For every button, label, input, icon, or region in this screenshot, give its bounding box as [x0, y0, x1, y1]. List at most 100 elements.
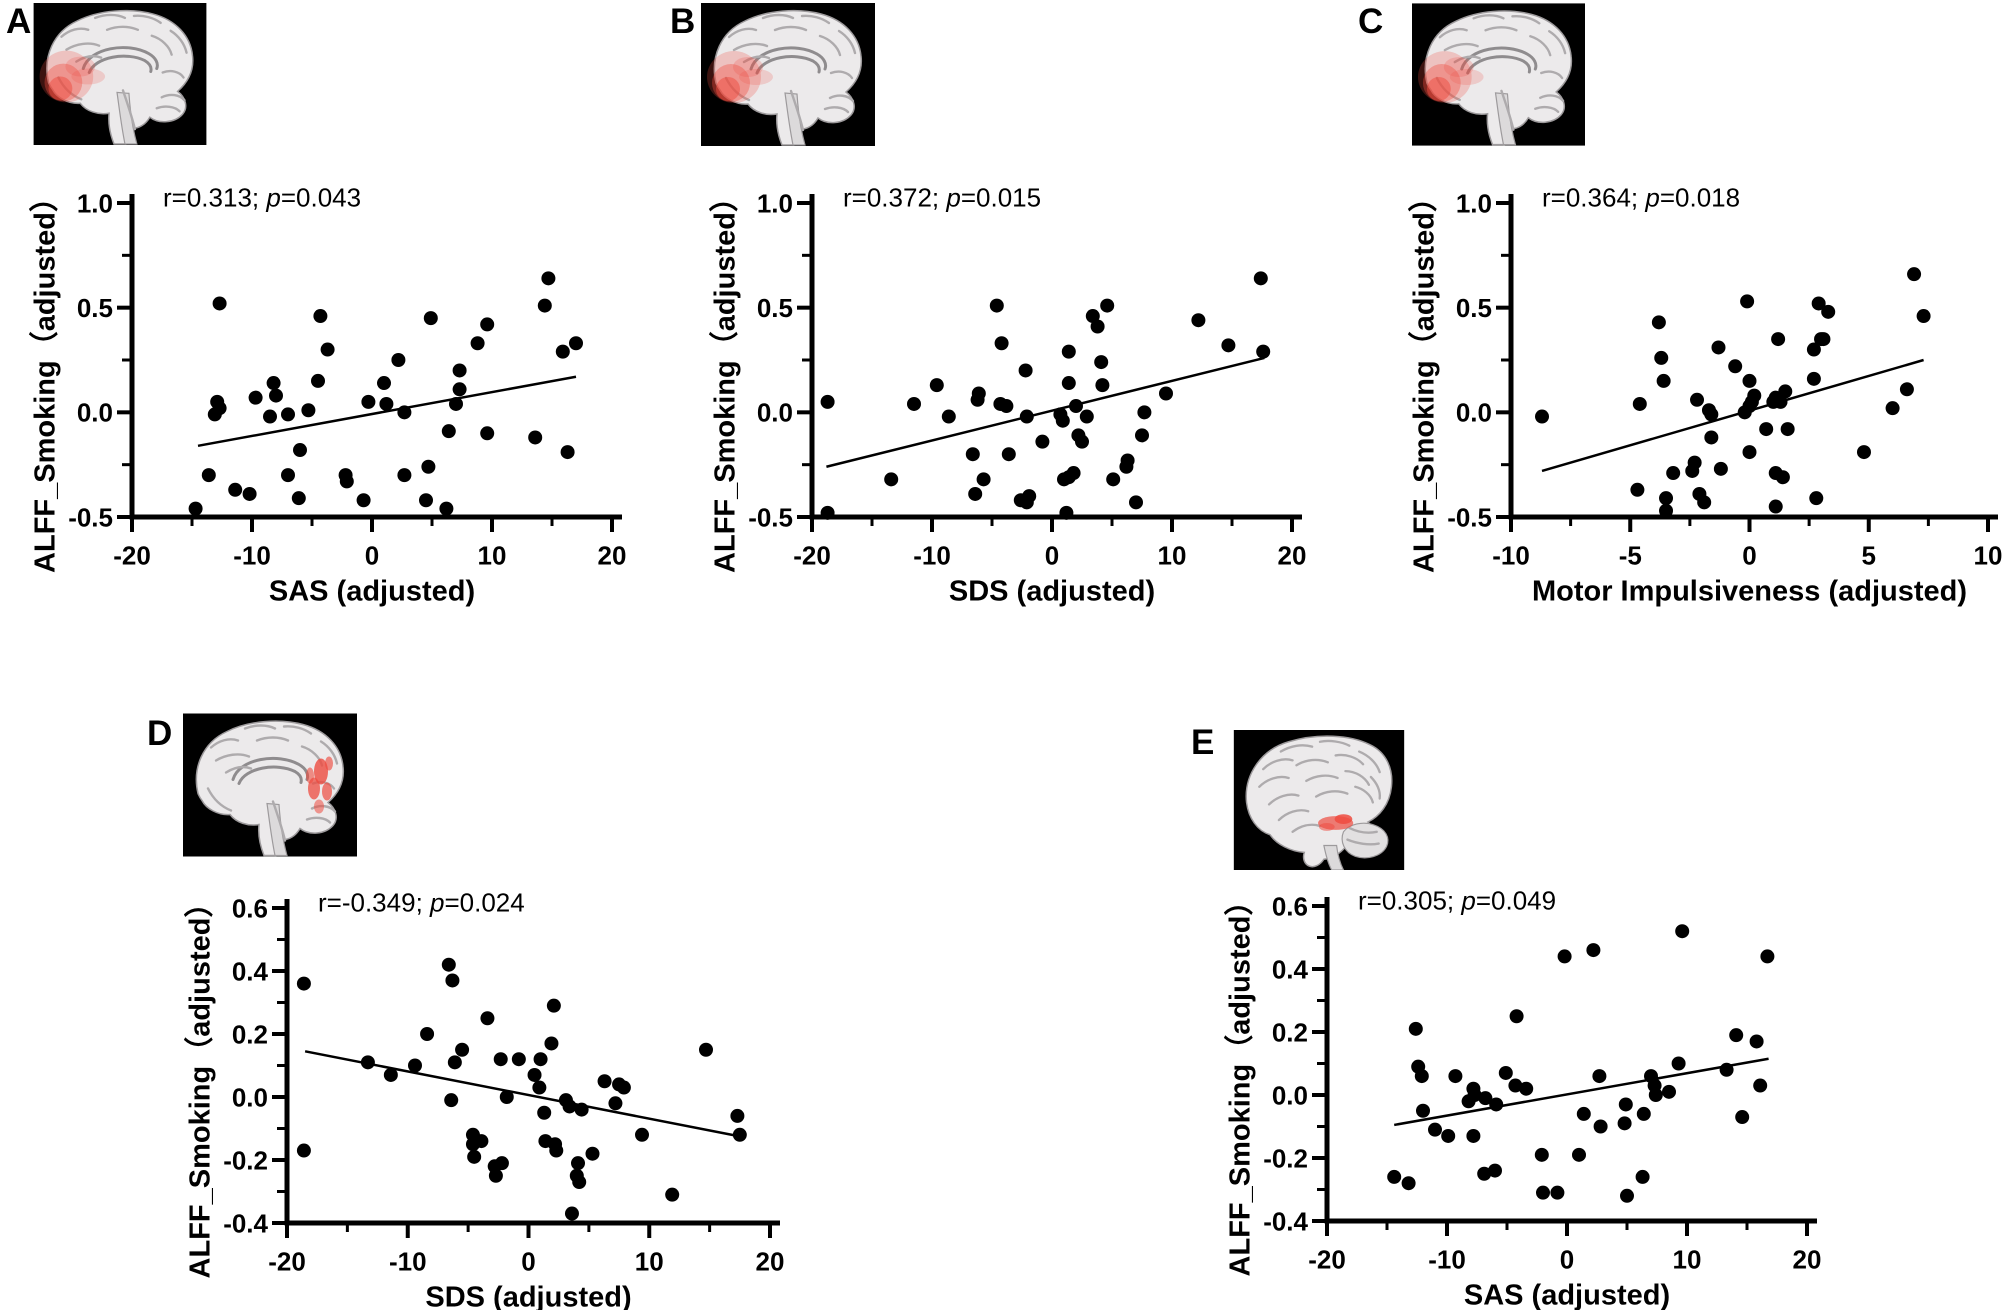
data-point	[480, 1011, 495, 1026]
x-tick-label: 0	[1560, 1244, 1574, 1274]
y-tick-label: -0.2	[223, 1145, 268, 1175]
data-point	[296, 1143, 311, 1158]
data-point	[608, 1096, 623, 1111]
scatter-chart-a: -20 -10 0 10 20 1.0 0.5 0.0 -0.5 SAS (adjusted) AL…	[28, 182, 626, 607]
activation-highlight	[314, 758, 328, 785]
panel-label-c: C	[1358, 2, 1384, 41]
panel-label-d: D	[147, 714, 173, 753]
x-tick-label: 10	[1158, 540, 1187, 570]
data-point	[1632, 396, 1647, 411]
data-point	[1018, 363, 1033, 378]
activation-highlight	[739, 69, 773, 85]
x-tick-label: -20	[113, 540, 151, 570]
data-point	[1106, 472, 1121, 487]
data-point	[1617, 1116, 1632, 1131]
data-point	[1675, 924, 1690, 939]
x-axis-title: SAS (adjusted)	[1464, 1279, 1670, 1310]
data-point	[1753, 1078, 1768, 1093]
data-point	[281, 407, 295, 422]
data-point	[1759, 422, 1774, 437]
y-axis-title: ALFF_Smoking（adjusted）	[1407, 183, 1440, 573]
activation-highlight	[1426, 76, 1451, 101]
x-tick-label: 0	[1045, 540, 1059, 570]
data-point	[1806, 342, 1821, 357]
correlation-stats: r=0.305; p=0.049	[1358, 885, 1556, 915]
data-point	[311, 373, 325, 388]
correlation-stats: r=-0.349; p=0.024	[318, 887, 525, 917]
data-point	[377, 376, 391, 391]
correlation-stats: r=0.372; p=0.015	[843, 182, 1041, 212]
data-point	[1508, 1078, 1523, 1093]
data-point	[1059, 505, 1074, 520]
data-point	[1648, 1088, 1663, 1102]
data-point	[1509, 1009, 1524, 1024]
data-point	[449, 396, 463, 411]
data-point	[511, 1052, 526, 1067]
y-tick-label: 0.0	[232, 1082, 268, 1112]
data-point	[423, 311, 438, 326]
data-point	[528, 430, 543, 445]
data-point	[732, 1127, 747, 1142]
data-point	[1704, 407, 1719, 422]
data-point	[1035, 434, 1050, 449]
x-tick-label: 0	[1742, 540, 1756, 570]
data-point	[397, 468, 412, 483]
data-point	[1697, 495, 1712, 510]
data-point	[1534, 1147, 1549, 1162]
data-point	[493, 1052, 508, 1067]
data-point	[441, 424, 456, 439]
panel-label-b: B	[670, 2, 696, 41]
data-point	[1690, 392, 1705, 407]
data-point	[1095, 378, 1110, 393]
data-point	[1593, 1119, 1608, 1134]
data-point	[1253, 271, 1268, 286]
data-point	[537, 1105, 552, 1120]
data-point	[296, 976, 311, 991]
activation-highlight	[65, 56, 96, 77]
data-point	[455, 1042, 470, 1057]
data-point	[1572, 1147, 1586, 1162]
data-point	[444, 1093, 459, 1108]
data-point	[1778, 384, 1793, 399]
data-point	[562, 1099, 577, 1114]
x-tick-label: 10	[1673, 1244, 1702, 1274]
data-point	[527, 1067, 542, 1082]
data-point	[1654, 350, 1669, 365]
data-point	[569, 336, 583, 351]
activation-highlight	[716, 77, 740, 101]
data-point	[1773, 394, 1788, 409]
data-point	[929, 378, 944, 393]
data-point	[207, 407, 222, 422]
data-point	[1428, 1122, 1442, 1137]
brain-inset-medial-posterior-d	[183, 713, 357, 857]
data-point	[281, 468, 295, 483]
x-tick-label: 10	[1974, 540, 2003, 570]
data-point	[1816, 332, 1831, 347]
data-point	[1094, 355, 1109, 370]
data-point	[356, 493, 371, 508]
activation-highlight	[325, 756, 333, 771]
x-tick-label: -5	[1619, 540, 1642, 570]
data-point	[968, 486, 983, 501]
data-point	[1729, 1028, 1744, 1043]
data-point	[532, 1080, 547, 1095]
data-point	[1408, 1021, 1423, 1036]
data-point	[1809, 491, 1824, 506]
y-tick-label: 0.6	[232, 893, 268, 923]
data-point	[571, 1156, 586, 1171]
data-point	[820, 505, 835, 520]
y-tick-label: 0.0	[1456, 398, 1492, 428]
data-point	[1079, 409, 1094, 424]
data-point	[397, 405, 412, 420]
data-point	[212, 296, 227, 311]
data-point	[1806, 371, 1821, 386]
data-point	[1749, 1034, 1764, 1049]
data-point	[470, 336, 485, 351]
x-tick-label: 10	[478, 540, 507, 570]
data-point	[541, 271, 556, 286]
data-point	[1719, 1062, 1734, 1077]
scatter-chart-c: -10 -5 0 5 10 1.0 0.5 0.0 -0.5 Motor Impulsivenes…	[1407, 182, 2003, 607]
x-tick-label: 0	[521, 1246, 535, 1276]
data-point	[1075, 434, 1089, 449]
